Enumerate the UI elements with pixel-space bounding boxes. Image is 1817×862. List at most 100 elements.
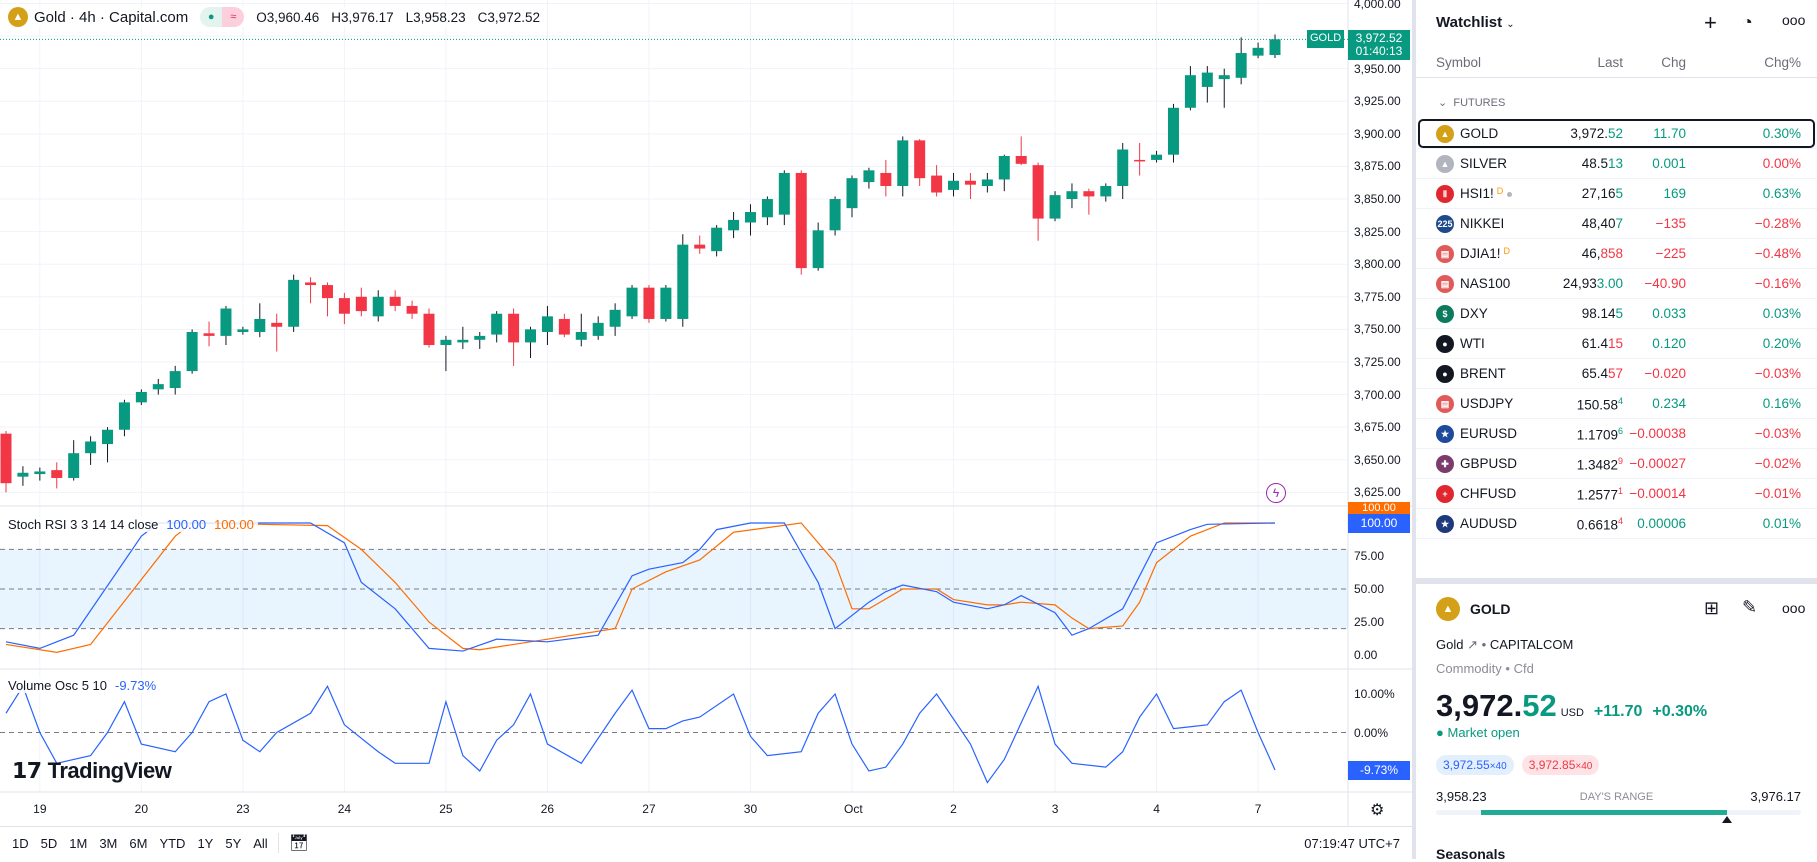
last-tail: 4 bbox=[1617, 516, 1623, 526]
watchlist-row-usdjpy[interactable]: ▤ USDJPY 150.584 0.234 0.16% bbox=[1416, 389, 1817, 419]
candle-up bbox=[812, 230, 824, 269]
price-axis-label: 3,925.00 bbox=[1354, 94, 1401, 109]
row-last: 1.34829 bbox=[1577, 456, 1623, 473]
last-tail: 5 bbox=[1615, 186, 1623, 201]
symbol-name: GBPUSD bbox=[1460, 456, 1518, 471]
row-last: 27,165 bbox=[1582, 186, 1623, 201]
details-name-row: Gold ↗ • CAPITALCOM bbox=[1436, 637, 1573, 653]
symbol-name: WTI bbox=[1460, 336, 1485, 351]
group-futures-toggle[interactable]: ⌄ FUTURES bbox=[1438, 96, 1505, 109]
row-last: 61.415 bbox=[1582, 336, 1623, 351]
candle-up bbox=[744, 212, 756, 223]
candle-down bbox=[0, 433, 12, 484]
row-change-pct: −0.01% bbox=[1754, 486, 1801, 501]
more-options-icon[interactable]: ooo bbox=[1782, 600, 1806, 616]
volume-osc-legend[interactable]: Volume Osc 5 10 -9.73% bbox=[8, 678, 161, 693]
last-main: 1.2577 bbox=[1576, 487, 1618, 503]
market-status-pill[interactable]: ● ≈ bbox=[200, 7, 245, 27]
range-button-3m[interactable]: 3M bbox=[99, 835, 118, 851]
candle-up bbox=[609, 309, 621, 327]
symbol-name: BRENT bbox=[1460, 366, 1506, 381]
candle-up bbox=[491, 313, 503, 335]
add-symbol-plus-icon[interactable]: + bbox=[1704, 10, 1717, 35]
last-main: 0.6618 bbox=[1576, 517, 1618, 533]
settings-gear-icon[interactable]: ⚙ bbox=[1370, 802, 1385, 819]
watchlist-row-brent[interactable]: ● BRENT 65.457 −0.020 −0.03% bbox=[1416, 359, 1817, 389]
bid-pill[interactable]: 3,972.55×40 bbox=[1436, 755, 1514, 775]
range-button-1m[interactable]: 1M bbox=[69, 835, 88, 851]
range-button-5y[interactable]: 5Y bbox=[225, 835, 242, 851]
row-symbol: BRENT bbox=[1460, 366, 1506, 381]
row-change-pct: 0.30% bbox=[1762, 126, 1801, 141]
column-last[interactable]: Last bbox=[1597, 55, 1623, 70]
column-symbol[interactable]: Symbol bbox=[1436, 55, 1482, 70]
watchlist-row-wti[interactable]: ● WTI 61.415 0.120 0.20% bbox=[1416, 329, 1817, 359]
watchlist-row-hsi1[interactable]: Ⅱ HSI1! D 27,165 169 0.63% bbox=[1416, 179, 1817, 209]
symbol-name: EURUSD bbox=[1460, 426, 1518, 441]
candle-up bbox=[440, 339, 452, 346]
range-button-5d[interactable]: 5D bbox=[40, 835, 58, 851]
watchlist-row-chfusd[interactable]: + CHFUSD 1.25771 −0.00014 −0.01% bbox=[1416, 479, 1817, 509]
advanced-view-pie-icon[interactable]: ◔ bbox=[1742, 12, 1753, 32]
last-tail: 13 bbox=[1607, 156, 1623, 171]
range-button-1y[interactable]: 1Y bbox=[197, 835, 214, 851]
candle-up bbox=[152, 384, 164, 390]
watchlist-row-gold[interactable]: ▲ GOLD 3,972.52 11.70 0.30% bbox=[1416, 119, 1817, 149]
candle-down bbox=[508, 313, 520, 343]
row-change: −135 bbox=[1655, 216, 1686, 231]
row-last: 3,972.52 bbox=[1570, 126, 1623, 141]
watchlist-row-eurusd[interactable]: ★ EURUSD 1.17096 −0.00038 −0.03% bbox=[1416, 419, 1817, 449]
range-button-all[interactable]: All bbox=[253, 835, 268, 851]
symbol-title[interactable]: Gold · 4h · Capital.com bbox=[34, 8, 189, 26]
range-button-1d[interactable]: 1D bbox=[12, 835, 29, 851]
column-chg-pct[interactable]: Chg% bbox=[1764, 55, 1801, 70]
candle-up bbox=[525, 329, 537, 343]
external-link-icon[interactable]: ↗ bbox=[1467, 637, 1478, 652]
column-chg[interactable]: Chg bbox=[1661, 55, 1686, 70]
watchlist-row-dxy[interactable]: $ DXY 98.145 0.033 0.03% bbox=[1416, 299, 1817, 329]
watchlist-row-djia1[interactable]: ▤ DJIA1! D 46,858 −225 −0.48% bbox=[1416, 239, 1817, 269]
symbol-name: SILVER bbox=[1460, 156, 1508, 171]
oil-drop-icon: ● bbox=[1436, 335, 1454, 353]
watchlist-row-nas100[interactable]: ▤ NAS100 24,933.00 −40.90 −0.16% bbox=[1416, 269, 1817, 299]
candle-up bbox=[1252, 47, 1264, 56]
panel-divider[interactable] bbox=[1416, 578, 1817, 584]
grid-layout-icon[interactable]: ⊞ bbox=[1704, 598, 1720, 618]
tradingview-logo[interactable]: 𝟭𝟳 TradingView bbox=[12, 758, 172, 784]
chart-canvas[interactable] bbox=[0, 0, 1412, 826]
range-button-ytd[interactable]: YTD bbox=[159, 835, 186, 851]
row-change: 0.033 bbox=[1652, 306, 1686, 321]
candle-up bbox=[34, 471, 46, 475]
stoch-rsi-legend[interactable]: Stoch RSI 3 3 14 14 close 100.00 100.00 bbox=[8, 517, 258, 532]
last-tail: 5 bbox=[1615, 306, 1623, 321]
chevron-down-icon: ⌄ bbox=[1506, 19, 1515, 30]
watchlist-row-silver[interactable]: ▲ SILVER 48.513 0.001 0.00% bbox=[1416, 149, 1817, 179]
row-change-pct: 0.00% bbox=[1762, 156, 1801, 171]
watchlist-row-nikkei[interactable]: 225 NIKKEI 48,407 −135 −0.28% bbox=[1416, 209, 1817, 239]
bottom-toolbar: 1D 5D 1M 3M 6M YTD 1Y 5Y All 📅︎ 07:19:47 UTC+7 bbox=[0, 826, 1412, 859]
watchlist-row-gbpusd[interactable]: ✚ GBPUSD 1.34829 −0.00027 −0.02% bbox=[1416, 449, 1817, 479]
go-to-date-calendar-icon[interactable]: 📅︎ bbox=[288, 835, 310, 852]
row-change: −0.020 bbox=[1644, 366, 1686, 381]
candle-up bbox=[474, 335, 486, 340]
row-symbol: NAS100 bbox=[1460, 276, 1510, 291]
price-axis-label: 3,900.00 bbox=[1354, 126, 1401, 141]
selected-row-outline bbox=[1418, 119, 1815, 148]
watchlist-row-audusd[interactable]: ★ AUDUSD 0.66184 0.00006 0.01% bbox=[1416, 509, 1817, 539]
details-name[interactable]: Gold bbox=[1436, 637, 1464, 652]
lightning-icon[interactable]: ϟ bbox=[1266, 483, 1286, 503]
ask-pill[interactable]: 3,972.85×40 bbox=[1521, 755, 1600, 775]
watchlist-title-dropdown[interactable]: Watchlist ⌄ bbox=[1436, 14, 1515, 31]
edit-note-icon[interactable]: ✎ bbox=[1742, 597, 1758, 617]
hsi-icon: Ⅱ bbox=[1436, 185, 1454, 203]
clock-timezone[interactable]: 07:19:47 UTC+7 bbox=[1304, 835, 1400, 851]
seasonals-heading[interactable]: Seasonals bbox=[1436, 846, 1506, 862]
range-button-6m[interactable]: 6M bbox=[129, 835, 148, 851]
more-options-icon[interactable]: ooo bbox=[1782, 12, 1806, 28]
last-tail: 1 bbox=[1617, 486, 1623, 496]
candle-up bbox=[948, 180, 960, 190]
bar-countdown: 01:40:13 bbox=[1355, 44, 1403, 58]
chart-area[interactable]: ▲ Gold · 4h · Capital.com ● ≈ O3,960.46 … bbox=[0, 0, 1412, 859]
ask-price: 3,972.85 bbox=[1528, 758, 1576, 772]
nikkei-icon: 225 bbox=[1436, 215, 1454, 233]
